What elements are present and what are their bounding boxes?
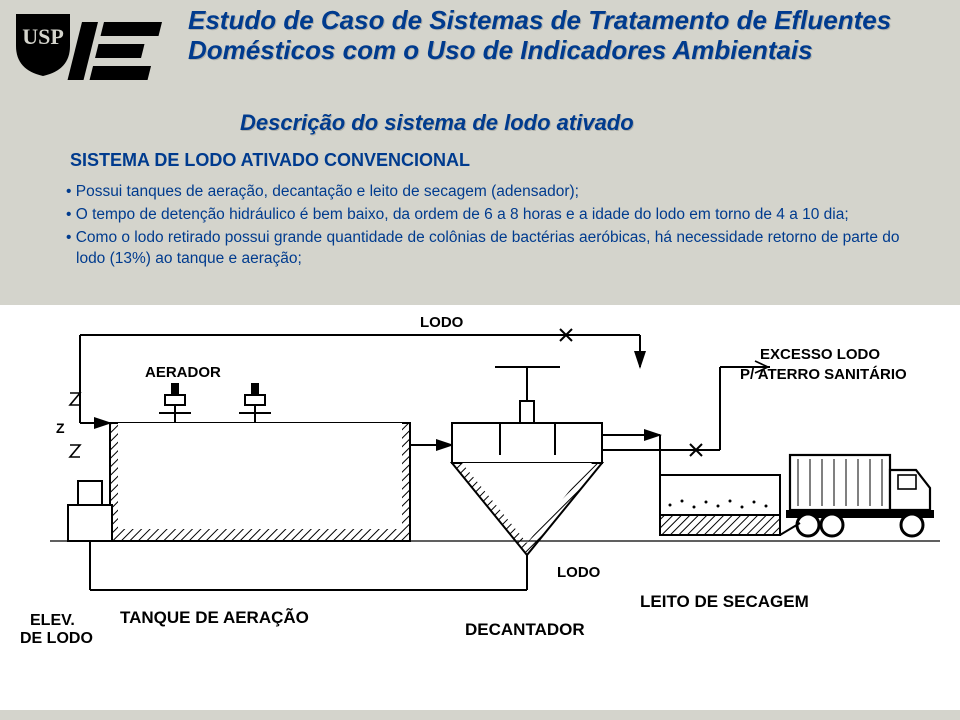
label-excesso-lodo: EXCESSO LODO: [760, 346, 880, 363]
label-decantador: DECANTADOR: [465, 620, 585, 639]
svg-text:Z: Z: [56, 420, 65, 436]
bullet-item: • Possui tanques de aeração, decantação …: [64, 182, 904, 203]
sludge-pump-icon: [68, 481, 112, 541]
slide-subtitle: Descrição do sistema de lodo ativado: [240, 110, 880, 136]
usp-logo-text: USP: [22, 24, 64, 49]
label-aterro: P/ ATERRO SANITÁRIO: [740, 366, 907, 383]
section-heading: SISTEMA DE LODO ATIVADO CONVENCIONAL: [70, 150, 470, 171]
label-aerador: AERADOR: [145, 364, 221, 381]
label-leito-secagem: LEITO DE SECAGEM: [640, 592, 809, 611]
decanter-icon: [452, 367, 602, 555]
slide-title: Estudo de Caso de Sistemas de Tratamento…: [188, 6, 938, 66]
iee-logo-icon: [68, 22, 162, 80]
truck-icon: [786, 455, 934, 536]
label-tanque-aeracao: TANQUE DE AERAÇÃO: [120, 607, 309, 627]
z-marker-icon: Z: [56, 393, 80, 457]
label-lodo-mid: LODO: [557, 564, 601, 581]
process-diagram: LODO AERADOR Z: [0, 305, 960, 710]
bullet-item: • O tempo de detenção hidráulico é bem b…: [64, 205, 904, 226]
usp-logo-icon: USP: [16, 14, 70, 76]
logos: USP: [8, 8, 178, 103]
bullet-list: • Possui tanques de aeração, decantação …: [64, 182, 904, 272]
bullet-item: • Como o lodo retirado possui grande qua…: [64, 228, 904, 270]
label-lodo-top: LODO: [420, 314, 464, 331]
aeration-tank-icon: [110, 423, 410, 541]
label-elev-lodo: ELEV.DE LODO: [20, 612, 93, 647]
